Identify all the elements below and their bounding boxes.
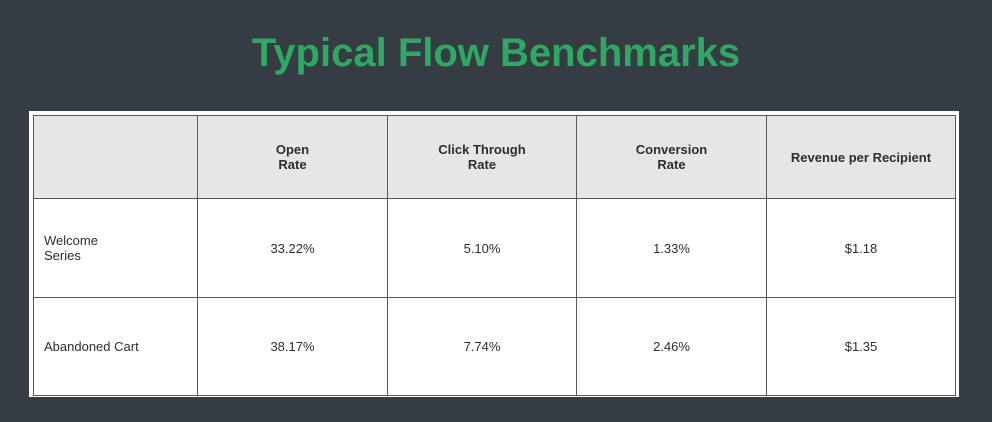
revenue-per-recipient-cell: $1.18: [766, 198, 956, 298]
conversion-rate-cell: 1.33%: [576, 198, 767, 298]
benchmark-table-frame: Open Rate Click Through Rate Conversion …: [29, 111, 959, 397]
table-row: Abandoned Cart 38.17% 7.74% 2.46% $1.35: [33, 297, 956, 396]
row-label-abandoned-cart: Abandoned Cart: [33, 297, 198, 396]
click-through-rate-cell: 5.10%: [387, 198, 577, 298]
revenue-per-recipient-cell: $1.35: [766, 297, 956, 396]
table-row: Welcome Series 33.22% 5.10% 1.33% $1.18: [33, 198, 956, 298]
click-through-rate-cell: 7.74%: [387, 297, 577, 396]
open-rate-cell: 33.22%: [197, 198, 388, 298]
header-cell-empty: [33, 115, 198, 199]
header-cell-revenue-per-recipient: Revenue per Recipient: [766, 115, 956, 199]
open-rate-cell: 38.17%: [197, 297, 388, 396]
benchmark-table: Open Rate Click Through Rate Conversion …: [33, 115, 956, 396]
row-label-welcome-series: Welcome Series: [33, 198, 198, 298]
page-title: Typical Flow Benchmarks: [251, 31, 741, 75]
header-cell-conversion-rate: Conversion Rate: [576, 115, 767, 199]
table-header-row: Open Rate Click Through Rate Conversion …: [33, 115, 956, 199]
header-cell-click-through-rate: Click Through Rate: [387, 115, 577, 199]
conversion-rate-cell: 2.46%: [576, 297, 767, 396]
header-cell-open-rate: Open Rate: [197, 115, 388, 199]
